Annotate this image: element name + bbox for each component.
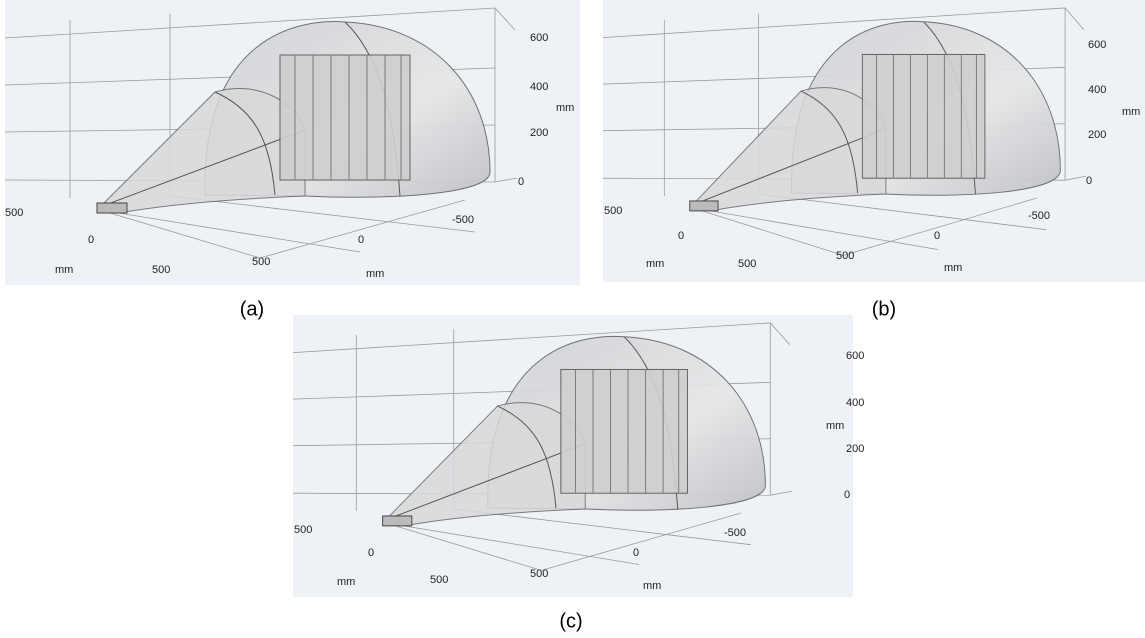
axis-label: 500	[530, 568, 548, 580]
axis-label: 400	[1088, 84, 1106, 96]
axis-label: mm	[366, 268, 384, 280]
axis-label: mm	[55, 264, 73, 276]
axis-label: 0	[934, 230, 940, 242]
axis-label: 500	[294, 524, 312, 536]
axis-label: 0	[518, 176, 524, 188]
axis-label: 500	[5, 207, 23, 219]
axis-label: 0	[358, 234, 364, 246]
axis-label: mm	[826, 420, 844, 432]
axis-label: 600	[1088, 39, 1106, 51]
caption: (c)	[559, 610, 582, 632]
axis-label: -500	[724, 527, 746, 539]
axis-label: 400	[846, 397, 864, 409]
axis-label: mm	[1122, 106, 1140, 118]
caption: (a)	[240, 298, 264, 320]
axis-label: mm	[646, 258, 664, 270]
axis-label: 0	[678, 230, 684, 242]
axis-label: 400	[530, 81, 548, 93]
axis-label: mm	[556, 102, 574, 114]
axis-label: 500	[430, 574, 448, 586]
axis-label: 0	[633, 547, 639, 559]
axis-label: 500	[152, 264, 170, 276]
axis-label: -500	[1028, 210, 1050, 222]
axis-label: 0	[1086, 175, 1092, 187]
model-render	[602, 0, 1145, 283]
axis-label: mm	[643, 580, 661, 592]
axis-label: -500	[452, 214, 474, 226]
axis-label: 200	[846, 443, 864, 455]
axis-label: mm	[944, 262, 962, 274]
model-render	[292, 314, 854, 598]
axis-label: 600	[846, 350, 864, 362]
caption: (b)	[872, 298, 896, 320]
axis-label: 500	[604, 205, 622, 217]
axis-label: 0	[88, 234, 94, 246]
axis-label: 0	[844, 489, 850, 501]
axis-label: mm	[337, 576, 355, 588]
axis-label: 500	[738, 258, 756, 270]
axis-label: 500	[836, 250, 854, 262]
axis-label: 0	[368, 547, 374, 559]
axis-label: 200	[1088, 129, 1106, 141]
axis-label: 200	[530, 127, 548, 139]
axis-label: 500	[252, 256, 270, 268]
axis-label: 600	[530, 32, 548, 44]
